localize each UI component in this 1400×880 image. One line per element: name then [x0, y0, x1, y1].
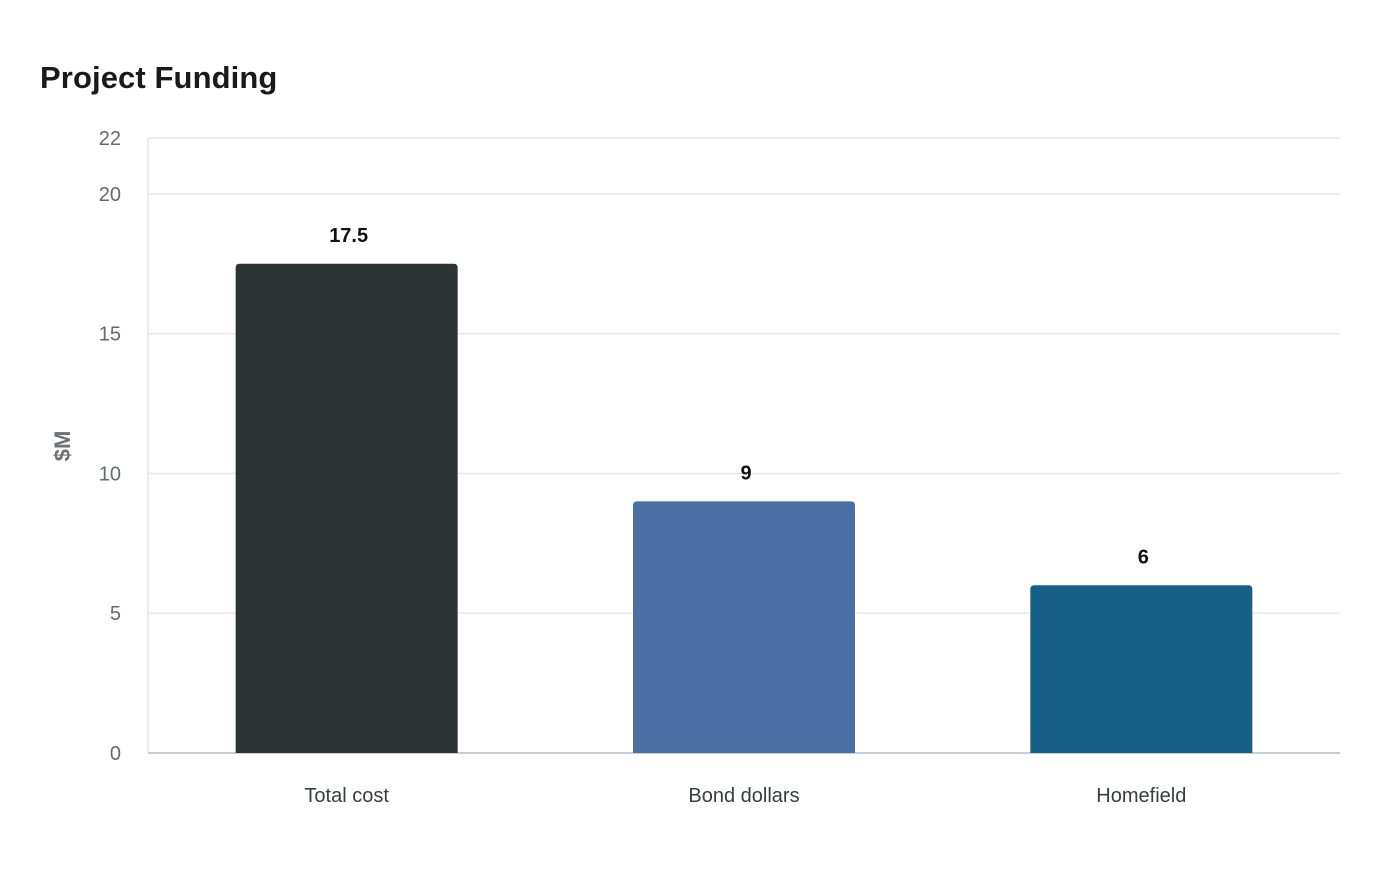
x-tick-label: Bond dollars	[688, 785, 799, 807]
bar	[1030, 585, 1253, 753]
y-tick-label: 15	[99, 324, 121, 346]
y-tick-label: 5	[110, 603, 121, 625]
y-axis-title: $M	[50, 431, 75, 462]
bar	[633, 501, 855, 753]
x-tick-label: Total cost	[304, 785, 389, 807]
category-labels: Total cost Bond dollars Homefield	[304, 785, 1186, 807]
bars	[235, 263, 1253, 753]
y-tick-label: 0	[110, 743, 121, 765]
y-tick-label: 20	[99, 184, 121, 206]
chart-title: Project Funding	[40, 60, 278, 95]
bar	[235, 263, 458, 753]
y-tick-label: 10	[99, 463, 121, 485]
y-axis-ticks: 0 5 10 15 20 22	[99, 128, 121, 765]
value-label: 6	[1138, 546, 1149, 568]
value-label: 17.5	[329, 225, 368, 247]
value-label: 9	[740, 462, 751, 484]
y-tick-label: 22	[99, 128, 121, 150]
x-tick-label: Homefield	[1096, 785, 1186, 807]
value-labels: 17.5 9 6	[329, 225, 1149, 568]
